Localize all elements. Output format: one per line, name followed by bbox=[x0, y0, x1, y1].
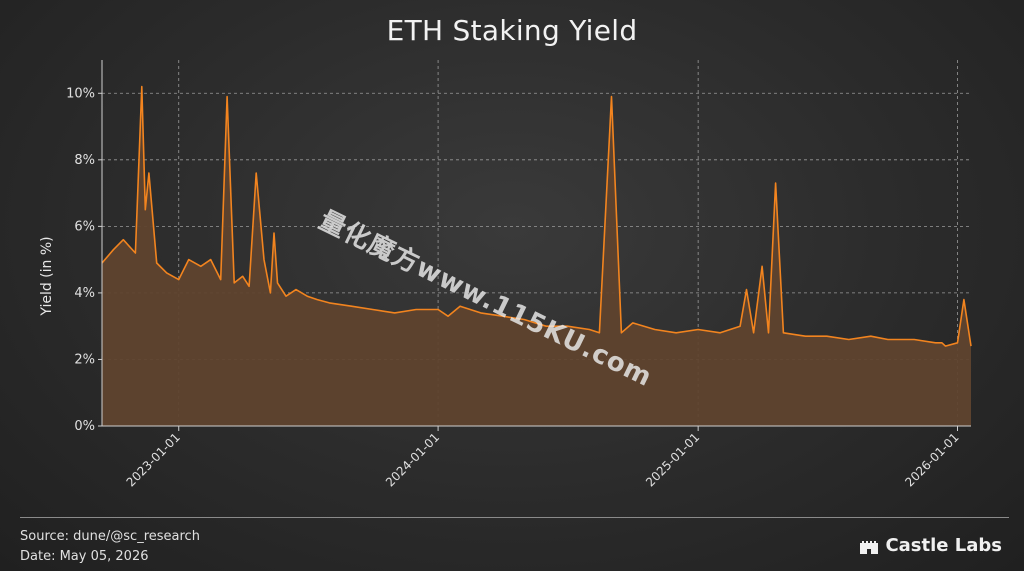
y-tick-label: 0% bbox=[74, 419, 95, 434]
series-line bbox=[101, 85, 972, 347]
x-tick-label: 2023-01-01 bbox=[124, 430, 183, 489]
date-note: Date: May 05, 2026 bbox=[20, 549, 149, 564]
castle-logo-icon bbox=[860, 540, 879, 554]
brand-name: Castle Labs bbox=[885, 535, 1002, 556]
footer-divider bbox=[20, 517, 1009, 518]
chart-title: ETH Staking Yield bbox=[386, 14, 638, 47]
y-tick-label: 10% bbox=[66, 86, 95, 101]
series-area bbox=[102, 86, 971, 426]
x-tick-label: 2025-01-01 bbox=[643, 430, 702, 489]
series-layer bbox=[101, 85, 972, 426]
y-tick-label: 6% bbox=[74, 219, 95, 234]
y-tick-label: 4% bbox=[74, 286, 95, 301]
y-tick-label: 2% bbox=[74, 352, 95, 367]
x-tick-label: 2024-01-01 bbox=[383, 430, 442, 489]
y-tick-label: 8% bbox=[74, 153, 95, 168]
y-axis-label: Yield (in %) bbox=[39, 236, 55, 316]
source-note: Source: dune/@sc_research bbox=[20, 529, 200, 544]
brand: Castle Labs bbox=[859, 535, 1002, 556]
x-tick-label: 2026-01-01 bbox=[902, 430, 961, 489]
